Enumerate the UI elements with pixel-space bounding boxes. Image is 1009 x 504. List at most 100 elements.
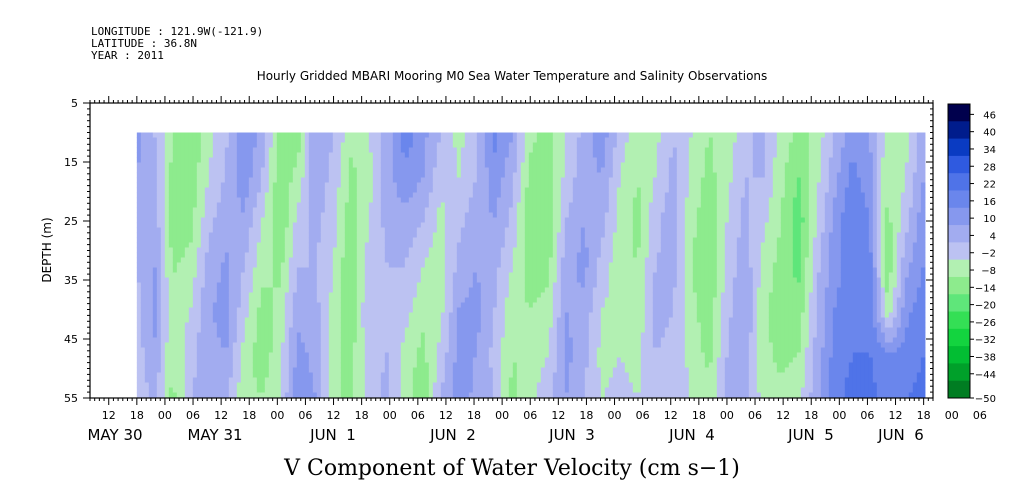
heatmap-cell xyxy=(148,392,154,398)
heatmap-cell xyxy=(300,192,306,199)
heatmap-cell xyxy=(152,317,158,324)
heatmap-cell xyxy=(172,297,178,304)
heatmap-cell xyxy=(412,162,418,169)
heatmap-cell xyxy=(456,192,462,199)
heatmap-cell xyxy=(224,362,230,369)
heatmap-cell xyxy=(292,202,298,209)
heatmap-cell xyxy=(396,202,402,209)
heatmap-cell xyxy=(404,252,410,259)
heatmap-cell xyxy=(160,232,166,239)
heatmap-cell xyxy=(140,172,146,179)
heatmap-cell xyxy=(252,172,258,179)
heatmap-cell xyxy=(476,267,482,274)
heatmap-cell xyxy=(152,187,158,194)
heatmap-cell xyxy=(188,352,194,359)
heatmap-cell xyxy=(244,277,250,284)
heatmap-cell xyxy=(460,167,466,174)
heatmap-cell xyxy=(292,382,298,389)
heatmap-cell xyxy=(264,202,270,209)
heatmap-cell xyxy=(280,232,286,239)
heatmap-cell xyxy=(228,297,234,304)
heatmap-cell xyxy=(468,392,474,398)
heatmap-cell xyxy=(456,212,462,219)
heatmap-cell xyxy=(356,207,362,214)
heatmap-cell xyxy=(272,207,278,214)
heatmap-cell xyxy=(436,242,442,249)
heatmap-cell xyxy=(176,342,182,349)
heatmap-cell xyxy=(256,287,262,294)
heatmap-cell xyxy=(292,212,298,219)
heatmap-cell xyxy=(260,257,266,264)
heatmap-cell xyxy=(260,177,266,184)
heatmap-cell xyxy=(484,162,490,169)
heatmap-cell xyxy=(220,232,226,239)
heatmap-cell xyxy=(376,372,382,379)
heatmap-cell xyxy=(224,152,230,159)
heatmap-cell xyxy=(336,162,342,169)
heatmap-cell xyxy=(248,152,254,159)
heatmap-cell xyxy=(212,292,218,299)
heatmap-cell xyxy=(152,217,158,224)
heatmap-cell xyxy=(296,242,302,249)
heatmap-cell xyxy=(152,327,158,334)
heatmap-cell xyxy=(196,202,202,209)
heatmap-cell xyxy=(496,367,502,374)
heatmap-cell xyxy=(440,207,446,214)
heatmap-cell xyxy=(484,242,490,249)
heatmap-cell xyxy=(260,147,266,154)
heatmap-cell xyxy=(284,157,290,164)
heatmap-cell xyxy=(284,167,290,174)
heatmap-cell xyxy=(340,292,346,299)
heatmap-cell xyxy=(432,197,438,204)
heatmap-cell xyxy=(436,132,442,139)
heatmap-cell xyxy=(136,387,142,394)
heatmap-cell xyxy=(388,367,394,374)
heatmap-cell xyxy=(464,232,470,239)
heatmap-cell xyxy=(408,377,414,384)
heatmap-cell xyxy=(236,247,242,254)
heatmap-cell xyxy=(252,307,258,314)
heatmap-cell xyxy=(308,232,314,239)
heatmap-cell xyxy=(336,247,342,254)
heatmap-cell xyxy=(296,252,302,259)
heatmap-cell xyxy=(384,262,390,269)
heatmap-cell xyxy=(320,322,326,329)
heatmap-cell xyxy=(392,352,398,359)
heatmap-cell xyxy=(284,282,290,289)
heatmap-cell xyxy=(360,297,366,304)
heatmap-cell xyxy=(332,142,338,149)
heatmap-cell xyxy=(236,332,242,339)
heatmap-cell xyxy=(460,362,466,369)
heatmap-cell xyxy=(428,332,434,339)
heatmap-cell xyxy=(488,247,494,254)
heatmap-cell xyxy=(368,302,374,309)
heatmap-cell xyxy=(364,372,370,379)
heatmap-cell xyxy=(268,187,274,194)
heatmap-cell xyxy=(348,302,354,309)
heatmap-cell xyxy=(404,182,410,189)
heatmap-cell xyxy=(412,157,418,164)
heatmap-cell xyxy=(248,242,254,249)
heatmap-cell xyxy=(136,252,142,259)
heatmap-cell xyxy=(164,307,170,314)
heatmap-cell xyxy=(248,142,254,149)
heatmap-cell xyxy=(296,247,302,254)
heatmap-cell xyxy=(424,247,430,254)
heatmap-cell xyxy=(296,362,302,369)
heatmap-cell xyxy=(184,207,190,214)
heatmap-cell xyxy=(408,302,414,309)
heatmap-cell xyxy=(196,332,202,339)
heatmap-cell xyxy=(296,212,302,219)
heatmap-cell xyxy=(456,382,462,389)
heatmap-cell xyxy=(384,317,390,324)
heatmap-cell xyxy=(496,262,502,269)
heatmap-cell xyxy=(296,167,302,174)
heatmap-cell xyxy=(224,342,230,349)
heatmap-cell xyxy=(164,262,170,269)
heatmap-cell xyxy=(212,262,218,269)
heatmap-cell xyxy=(488,277,494,284)
heatmap-cell xyxy=(496,352,502,359)
heatmap-cell xyxy=(256,177,262,184)
heatmap-cell xyxy=(204,362,210,369)
heatmap-cell xyxy=(304,162,310,169)
